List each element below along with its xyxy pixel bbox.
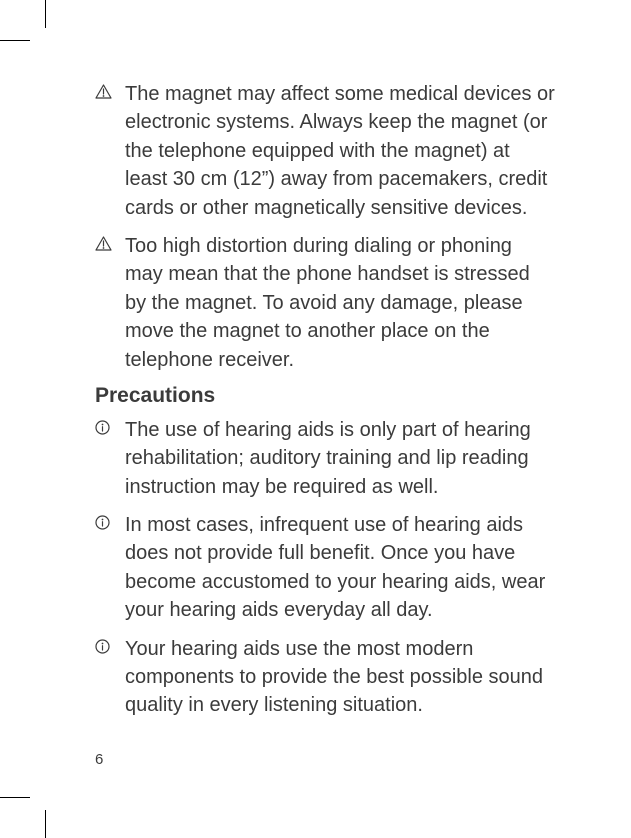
info-circle-icon <box>95 416 125 435</box>
precaution-item: In most cases, infrequent use of hearing… <box>95 511 555 625</box>
precaution-text: The use of hearing aids is only part of … <box>125 416 555 501</box>
crop-mark <box>45 0 46 28</box>
warning-triangle-icon <box>95 80 125 99</box>
page-number: 6 <box>95 751 103 768</box>
info-circle-icon <box>95 635 125 654</box>
crop-mark <box>0 40 30 41</box>
crop-mark <box>45 810 46 838</box>
warning-text: The magnet may affect some medical devic… <box>125 80 555 222</box>
precaution-item: The use of hearing aids is only part of … <box>95 416 555 501</box>
page-content: The magnet may affect some medical devic… <box>95 80 555 730</box>
precaution-item: Your hearing aids use the most modern co… <box>95 635 555 720</box>
warning-item: Too high distortion during dialing or ph… <box>95 232 555 374</box>
info-circle-icon <box>95 511 125 530</box>
crop-mark <box>0 797 30 798</box>
precaution-text: In most cases, infrequent use of hearing… <box>125 511 555 625</box>
warning-item: The magnet may affect some medical devic… <box>95 80 555 222</box>
warning-text: Too high distortion during dialing or ph… <box>125 232 555 374</box>
precaution-text: Your hearing aids use the most modern co… <box>125 635 555 720</box>
section-heading: Precautions <box>95 384 555 408</box>
warning-triangle-icon <box>95 232 125 251</box>
